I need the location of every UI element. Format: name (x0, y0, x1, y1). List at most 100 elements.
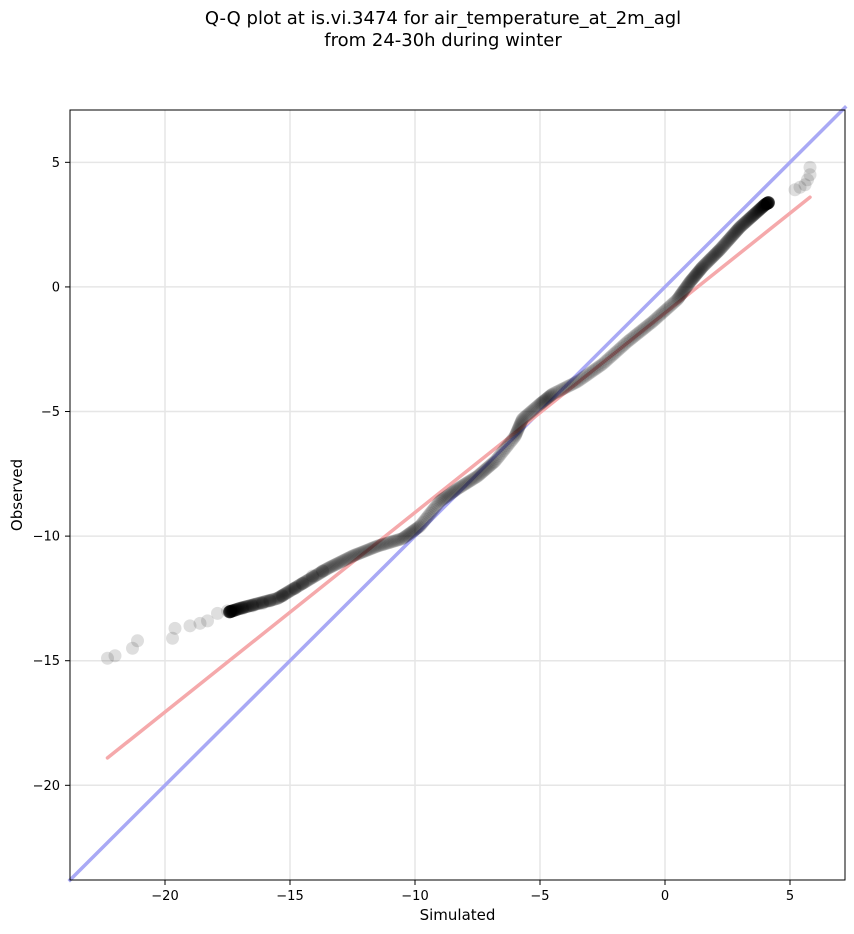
qq-point (448, 484, 462, 498)
qq-point (521, 408, 535, 422)
qq-point (718, 237, 732, 251)
qq-point (759, 197, 773, 211)
y-axis-ticks: −20 −15 −10 −5 0 5 (33, 156, 70, 794)
qq-point (650, 311, 664, 325)
qq-point (246, 598, 260, 612)
qq-point (576, 371, 590, 385)
qq-point (673, 289, 687, 303)
qq-point (277, 587, 291, 601)
qq-point (706, 249, 720, 263)
qq-point (485, 457, 499, 471)
qq-point (316, 564, 329, 578)
qq-point (635, 323, 649, 337)
qq-point (251, 597, 265, 611)
qq-point (291, 579, 305, 593)
qq-point (609, 345, 623, 359)
qq-point (236, 601, 249, 615)
qq-point (750, 205, 764, 219)
qq-point (677, 283, 691, 297)
qq-point (704, 251, 718, 265)
y-axis-label: Observed (8, 459, 26, 531)
qq-point (223, 605, 237, 619)
qq-point (368, 540, 382, 554)
qq-point (284, 583, 298, 597)
qq-point (803, 168, 817, 182)
qq-point (306, 570, 320, 584)
qq-point (309, 568, 323, 582)
qq-point (264, 593, 278, 607)
qq-point (385, 535, 399, 549)
qq-point (745, 210, 759, 224)
qq-point (404, 526, 418, 540)
qq-point (642, 318, 656, 332)
qq-point (273, 590, 287, 604)
qq-point (761, 196, 775, 210)
qq-point (598, 355, 612, 369)
qq-point (260, 594, 274, 608)
qq-point (803, 160, 817, 174)
qq-point (390, 533, 404, 547)
qq-point (743, 212, 757, 226)
qq-point (489, 453, 503, 467)
qq-point (230, 602, 244, 616)
qq-point (681, 278, 695, 292)
qq-point (230, 602, 244, 616)
qq-point (723, 231, 737, 245)
qq-point (689, 268, 703, 282)
qq-point (257, 595, 271, 609)
qq-point (426, 504, 440, 518)
qq-point (680, 279, 694, 293)
qq-point (243, 599, 257, 613)
qq-point (760, 196, 774, 210)
qq-point (662, 300, 676, 314)
qq-point (753, 202, 767, 216)
qq-point (685, 272, 699, 286)
qq-point (562, 379, 576, 393)
qq-point (715, 240, 729, 254)
qq-point (502, 437, 516, 451)
qq-point (387, 534, 401, 548)
qq-point (744, 211, 758, 225)
qq-point (229, 603, 243, 617)
qq-point (474, 466, 488, 480)
qq-point (295, 577, 309, 591)
qq-point (510, 426, 524, 440)
qq-point (108, 649, 122, 663)
qq-point (513, 418, 527, 432)
qq-point (756, 199, 770, 213)
qq-point (610, 344, 624, 358)
qq-point (684, 273, 698, 287)
qq-point (290, 580, 304, 594)
qq-point (229, 603, 243, 617)
qq-point (261, 594, 275, 608)
plot-frame (69, 109, 846, 881)
qq-point (515, 412, 529, 426)
qq-point (749, 206, 763, 220)
qq-point (724, 231, 738, 245)
qq-point (320, 562, 334, 576)
qq-point (687, 270, 701, 284)
qq-point (549, 385, 563, 399)
qq-point (315, 565, 329, 579)
qq-point (289, 581, 303, 595)
qq-point (669, 294, 683, 308)
qq-point (272, 590, 286, 604)
qq-point (714, 241, 728, 255)
qq-point (231, 602, 245, 616)
qq-point (511, 421, 525, 435)
qq-point (675, 287, 689, 301)
qq-point (674, 287, 688, 301)
qq-point (223, 605, 237, 619)
qq-point (249, 597, 263, 611)
y-tick-label: 0 (52, 280, 60, 295)
qq-point (759, 197, 773, 211)
qq-point (743, 211, 757, 225)
qq-point (420, 511, 434, 525)
qq-point (676, 285, 690, 299)
qq-point (434, 494, 448, 508)
qq-point (428, 501, 442, 515)
qq-point (661, 301, 675, 315)
qq-point (224, 604, 238, 618)
qq-point (503, 436, 517, 450)
qq-point (389, 534, 403, 548)
